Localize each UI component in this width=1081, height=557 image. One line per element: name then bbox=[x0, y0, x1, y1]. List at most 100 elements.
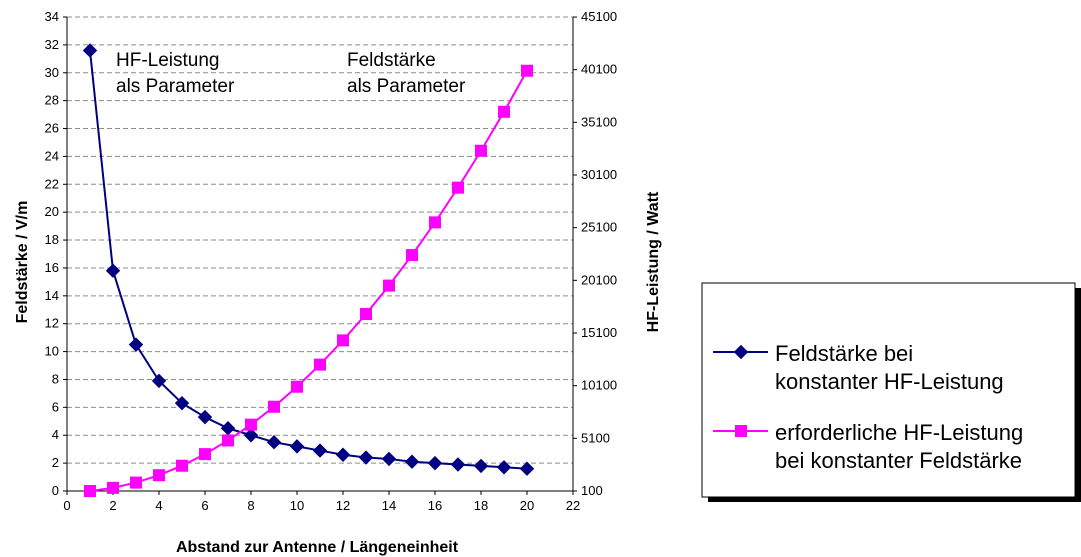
series-2-point bbox=[199, 448, 211, 461]
series-1-point bbox=[151, 373, 167, 389]
series-2-point bbox=[245, 418, 257, 431]
right-tick-label: 5100 bbox=[581, 430, 610, 445]
series-1-point bbox=[266, 434, 282, 450]
x-axis-title: Abstand zur Antenne / Längeneinheit bbox=[176, 539, 459, 556]
right-tick-label: 40100 bbox=[581, 62, 617, 77]
right-tick-label: 10100 bbox=[581, 378, 617, 393]
right-tick-label: 20100 bbox=[581, 272, 617, 287]
left-tick-label: 24 bbox=[45, 148, 59, 163]
legend-symbols bbox=[713, 344, 768, 437]
series-2-point bbox=[337, 334, 349, 347]
right-tick-label: 15100 bbox=[581, 325, 617, 340]
series-1-point bbox=[404, 454, 420, 469]
right-tick-label: 25100 bbox=[581, 220, 617, 235]
left-tick-label: 8 bbox=[52, 371, 59, 386]
series-2-point bbox=[176, 459, 188, 472]
series-2-point bbox=[84, 485, 96, 497]
right-tick-label: 35100 bbox=[581, 114, 617, 129]
legend-entry-2-line1: erforderliche HF-Leistung bbox=[775, 420, 1023, 445]
series-2-point bbox=[498, 105, 510, 118]
legend-entry-1-line1: Feldstärke bei bbox=[775, 341, 913, 366]
series-2-point bbox=[130, 476, 142, 489]
series-2-point bbox=[406, 249, 418, 262]
series-1-point bbox=[496, 460, 512, 475]
series-1-line bbox=[89, 50, 528, 470]
series-1-point bbox=[197, 409, 213, 425]
series-2-point bbox=[383, 279, 395, 292]
series-1-point bbox=[289, 439, 305, 454]
series-1-point bbox=[335, 447, 351, 462]
series-2-point bbox=[107, 481, 119, 494]
legend-entry-1-line2: konstanter HF-Leistung bbox=[775, 369, 1004, 394]
series-1-point bbox=[473, 458, 489, 474]
series-2-point bbox=[222, 434, 234, 447]
x-tick-label: 22 bbox=[566, 498, 580, 513]
series-2-point bbox=[475, 144, 487, 157]
left-tick-label: 6 bbox=[52, 399, 59, 414]
legend-marker-square bbox=[735, 425, 747, 437]
series-1-point bbox=[519, 461, 535, 476]
series-layer bbox=[82, 43, 535, 497]
left-tick-label: 12 bbox=[45, 316, 59, 331]
left-tick-label: 0 bbox=[52, 483, 59, 498]
x-tick-label: 12 bbox=[336, 498, 350, 513]
right-tick-label: 45100 bbox=[581, 9, 617, 24]
x-tick-label: 10 bbox=[290, 498, 304, 513]
left-tick-label: 26 bbox=[45, 121, 59, 136]
tick-labels: 0246810121416182022242628303234100510010… bbox=[45, 9, 618, 513]
left-tick-label: 34 bbox=[45, 9, 59, 24]
series-2-point bbox=[521, 64, 533, 77]
series-2-line bbox=[89, 70, 528, 492]
left-tick-label: 10 bbox=[45, 344, 59, 359]
legend-entry-2-line2: bei konstanter Feldstärke bbox=[775, 448, 1022, 473]
left-tick-label: 32 bbox=[45, 37, 59, 52]
grid-lines bbox=[67, 16, 573, 464]
series-1-point bbox=[358, 450, 374, 465]
annotation-feldstaerke-line2: als Parameter bbox=[347, 76, 466, 97]
series-1-point bbox=[243, 428, 259, 443]
left-tick-label: 14 bbox=[45, 288, 59, 303]
x-tick-label: 2 bbox=[109, 498, 116, 513]
annotation-feldstaerke-line1: Feldstärke bbox=[347, 50, 436, 71]
left-tick-label: 20 bbox=[45, 204, 59, 219]
series-1-point bbox=[312, 443, 328, 458]
right-y-axis-title: HF-Leistung / Watt bbox=[645, 191, 662, 332]
series-2-point bbox=[314, 358, 326, 371]
series-1-point bbox=[381, 451, 397, 467]
x-tick-label: 4 bbox=[155, 498, 162, 513]
left-tick-label: 30 bbox=[45, 65, 59, 80]
series-1-point bbox=[220, 421, 236, 436]
left-tick-label: 28 bbox=[45, 93, 59, 108]
legend-marker-diamond bbox=[733, 344, 749, 360]
series-2-point bbox=[153, 469, 165, 482]
x-tick-label: 8 bbox=[247, 498, 254, 513]
series-2-point bbox=[429, 216, 441, 229]
left-y-axis-title: Feldstärke / V/m bbox=[14, 201, 31, 324]
series-2-point bbox=[291, 380, 303, 393]
right-tick-label: 100 bbox=[581, 483, 603, 498]
left-tick-label: 4 bbox=[52, 427, 59, 442]
x-tick-label: 16 bbox=[428, 498, 442, 513]
left-tick-label: 2 bbox=[52, 455, 59, 470]
series-2-point bbox=[360, 308, 372, 321]
series-1-point bbox=[174, 395, 190, 411]
x-tick-label: 14 bbox=[382, 498, 396, 513]
x-tick-label: 6 bbox=[201, 498, 208, 513]
legend-box bbox=[701, 282, 1076, 498]
legend: Feldstärke bei konstanter HF-Leistung er… bbox=[701, 282, 1081, 502]
series-2-point bbox=[268, 400, 280, 413]
series-1-point bbox=[128, 337, 144, 352]
left-tick-label: 22 bbox=[45, 176, 59, 191]
left-tick-label: 18 bbox=[45, 232, 59, 247]
left-tick-label: 16 bbox=[45, 260, 59, 275]
axes bbox=[63, 16, 577, 495]
series-1-point bbox=[105, 263, 121, 278]
right-tick-label: 30100 bbox=[581, 167, 617, 182]
series-2-point bbox=[452, 181, 464, 194]
series-1-point bbox=[82, 43, 98, 58]
x-tick-label: 0 bbox=[63, 498, 70, 513]
x-tick-label: 20 bbox=[520, 498, 534, 513]
series-1-point bbox=[427, 455, 443, 471]
x-tick-label: 18 bbox=[474, 498, 488, 513]
